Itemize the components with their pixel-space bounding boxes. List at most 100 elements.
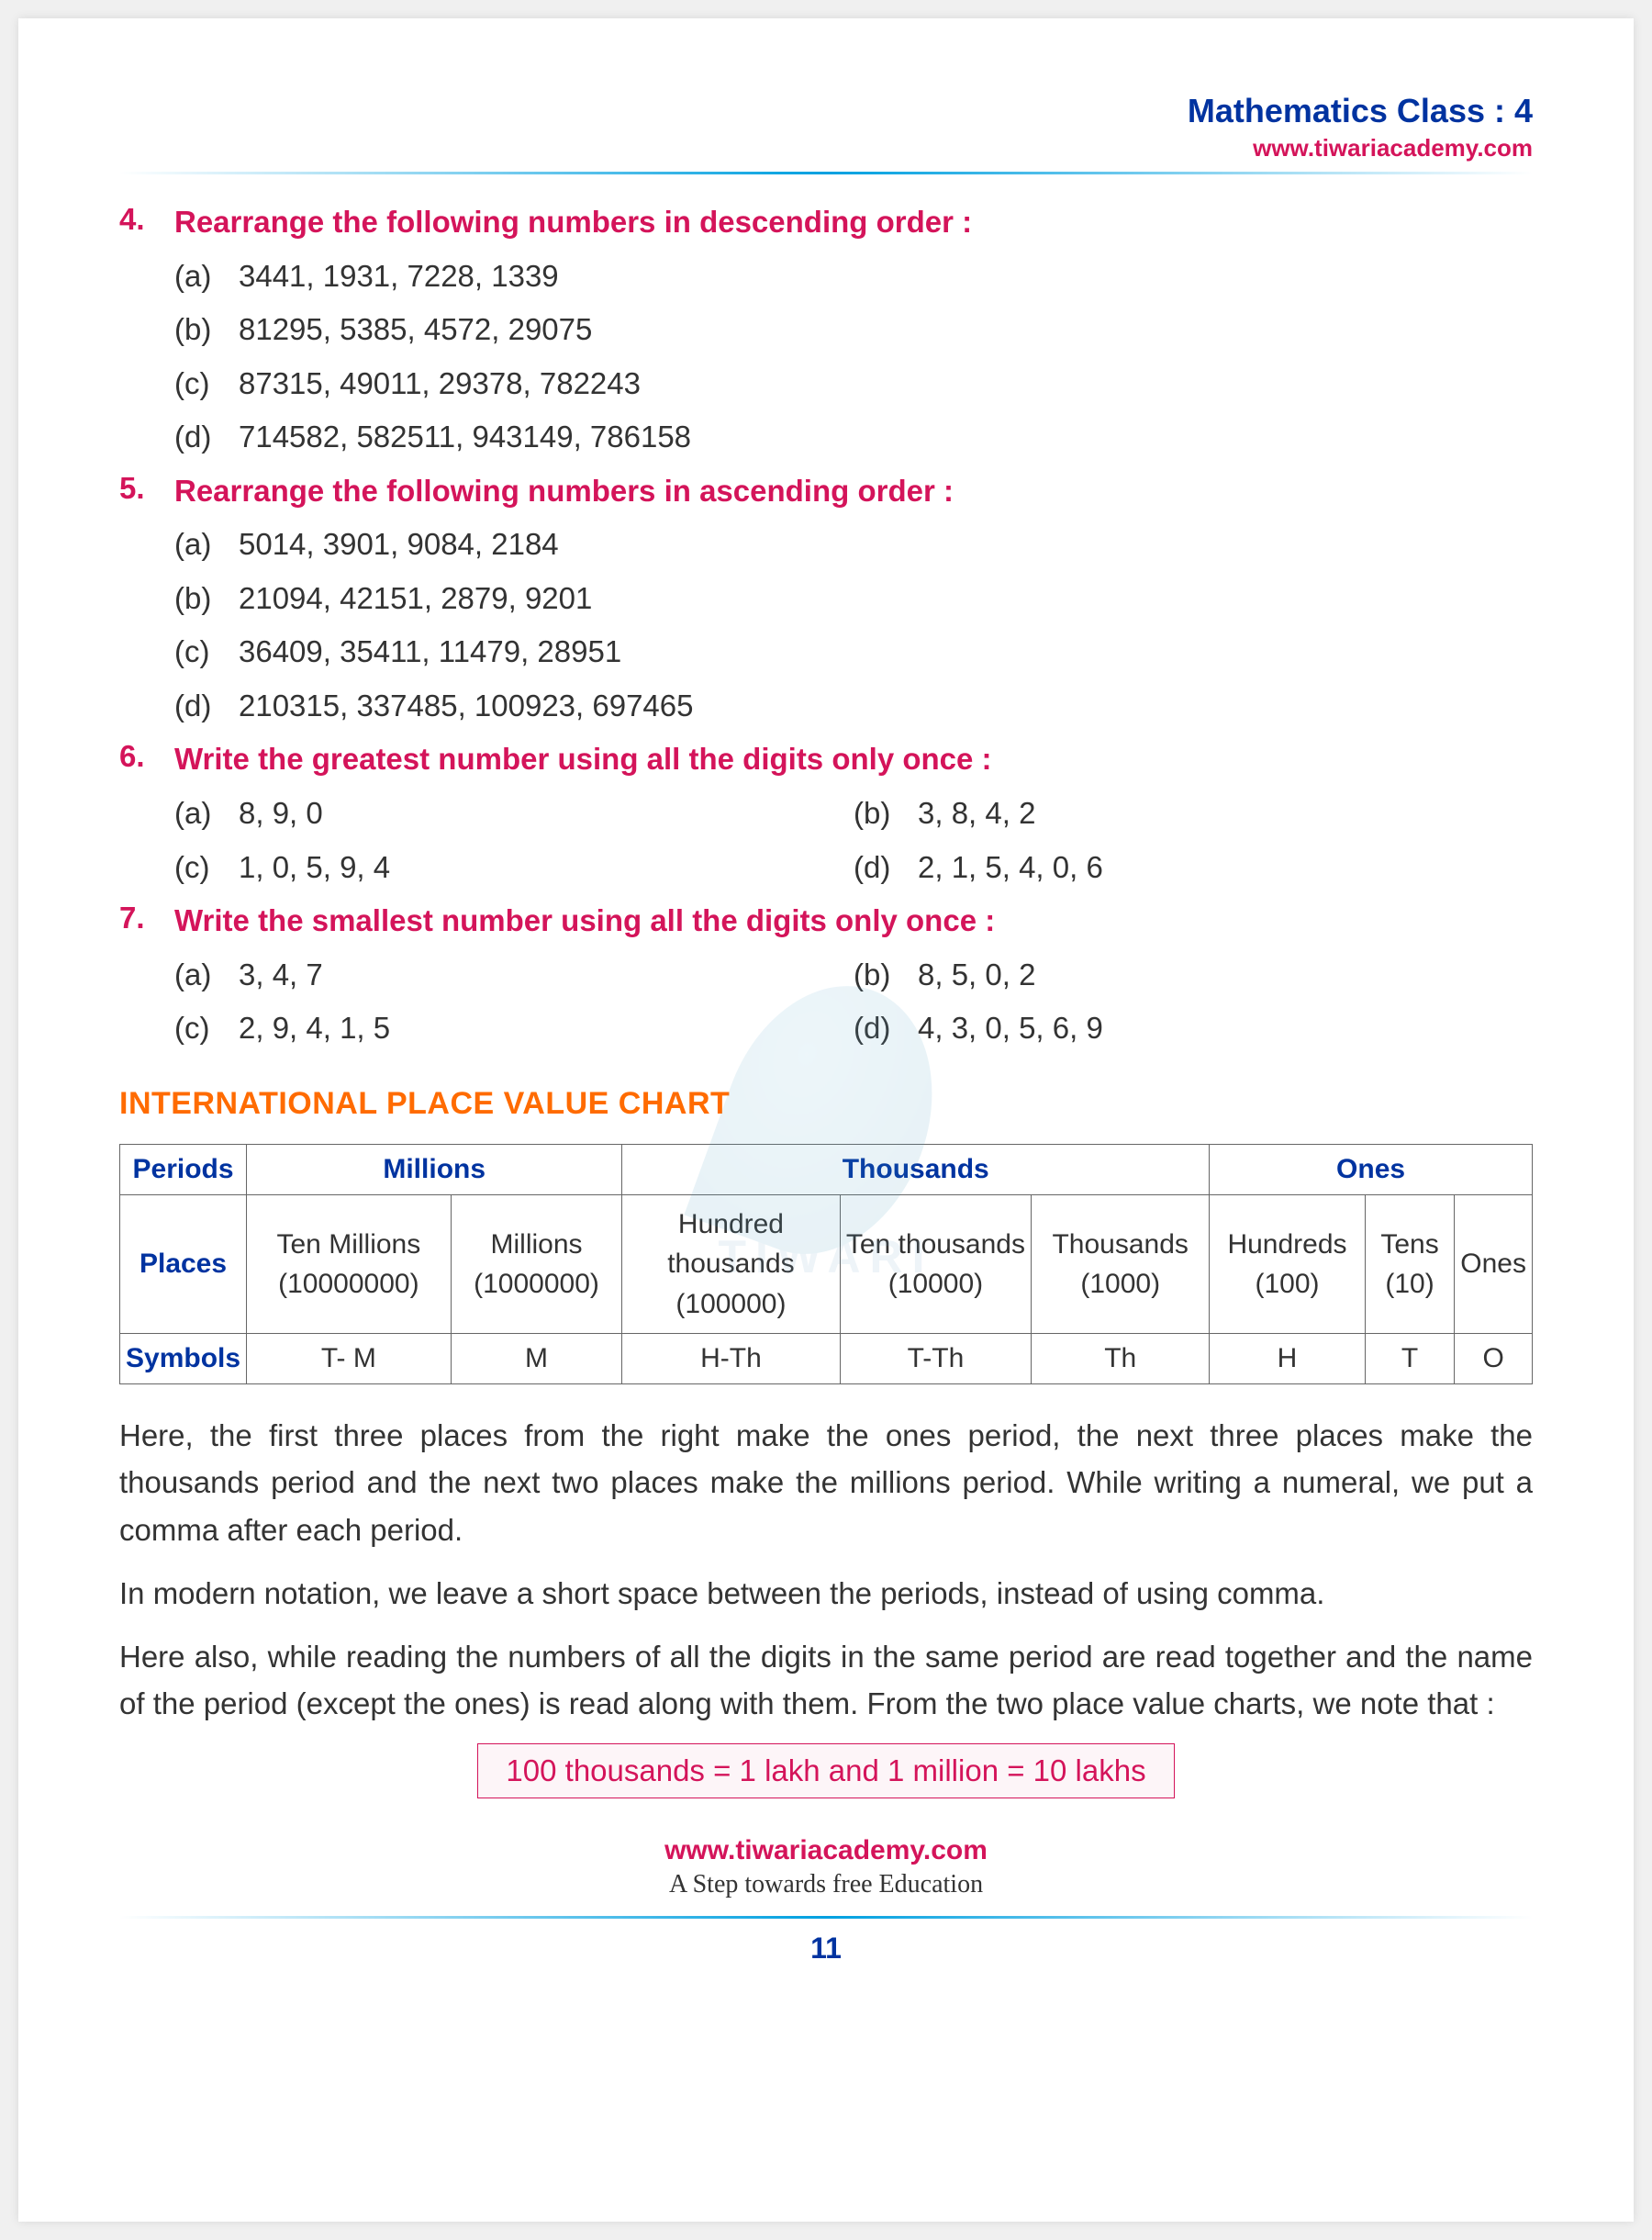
question-cell: (a)3, 4, 7 <box>174 955 854 996</box>
question-cell: (d)2, 1, 5, 4, 0, 6 <box>854 847 1533 889</box>
place-cell: Thousands (1000) <box>1032 1194 1210 1334</box>
question-item-label: (b) <box>854 955 918 996</box>
question-item-label: (c) <box>174 632 239 673</box>
page-header: Mathematics Class : 4 www.tiwariacademy.… <box>119 92 1533 162</box>
question-row: (a)3, 4, 7(b)8, 5, 0, 2 <box>119 955 1533 996</box>
period-thousands: Thousands <box>622 1144 1210 1194</box>
footer-tagline: A Step towards free Education <box>119 1870 1533 1899</box>
question-item-text: 8, 5, 0, 2 <box>918 955 1035 996</box>
period-millions: Millions <box>247 1144 622 1194</box>
question-number: 7. <box>119 901 174 935</box>
question-item: (c)87315, 49011, 29378, 782243 <box>119 364 1533 405</box>
question-item: (d)714582, 582511, 943149, 786158 <box>119 417 1533 458</box>
header-url: www.tiwariacademy.com <box>119 134 1533 162</box>
symbol-cell: O <box>1455 1334 1533 1384</box>
question-item-label: (a) <box>174 793 239 834</box>
question-item: (a)5014, 3901, 9084, 2184 <box>119 524 1533 566</box>
question-cell: (b)3, 8, 4, 2 <box>854 793 1533 834</box>
question-item-label: (d) <box>854 1008 918 1049</box>
place-cell: Tens (10) <box>1365 1194 1454 1334</box>
question-item-label: (b) <box>174 578 239 620</box>
question-title: Write the greatest number using all the … <box>174 739 992 780</box>
question-item-text: 8, 9, 0 <box>239 793 323 834</box>
symbol-cell: H-Th <box>622 1334 840 1384</box>
question-item-text: 1, 0, 5, 9, 4 <box>239 847 390 889</box>
question-item: (d)210315, 337485, 100923, 697465 <box>119 686 1533 727</box>
question-cell: (b)8, 5, 0, 2 <box>854 955 1533 996</box>
question-header: 6.Write the greatest number using all th… <box>119 739 1533 780</box>
place-cell: Ones <box>1455 1194 1533 1334</box>
note-box: 100 thousands = 1 lakh and 1 million = 1… <box>477 1743 1174 1798</box>
place-cell: Hundreds (100) <box>1210 1194 1366 1334</box>
question-title: Write the smallest number using all the … <box>174 901 995 942</box>
question-item-label: (b) <box>854 793 918 834</box>
symbol-cell: T- M <box>247 1334 452 1384</box>
question-cell: (a)8, 9, 0 <box>174 793 854 834</box>
question-item-text: 4, 3, 0, 5, 6, 9 <box>918 1008 1103 1049</box>
question-number: 5. <box>119 471 174 506</box>
question-title: Rearrange the following numbers in desce… <box>174 202 972 243</box>
symbol-cell: T-Th <box>840 1334 1032 1384</box>
table-row-symbols: Symbols T- M M H-Th T-Th Th H T O <box>120 1334 1533 1384</box>
question-item-text: 3441, 1931, 7228, 1339 <box>239 256 559 297</box>
question-item-label: (d) <box>854 847 918 889</box>
question-title: Rearrange the following numbers in ascen… <box>174 471 954 512</box>
question-item: (a)3441, 1931, 7228, 1339 <box>119 256 1533 297</box>
question-header: 4.Rearrange the following numbers in des… <box>119 202 1533 243</box>
questions-list: 4.Rearrange the following numbers in des… <box>119 202 1533 1049</box>
table-row-places: Places Ten Millions (10000000) Millions … <box>120 1194 1533 1334</box>
question-header: 7.Write the smallest number using all th… <box>119 901 1533 942</box>
question-row: (a)8, 9, 0(b)3, 8, 4, 2 <box>119 793 1533 834</box>
table-row-periods: Periods Millions Thousands Ones <box>120 1144 1533 1194</box>
question-item-text: 21094, 42151, 2879, 9201 <box>239 578 592 620</box>
question-item-text: 5014, 3901, 9084, 2184 <box>239 524 559 566</box>
question-item-text: 210315, 337485, 100923, 697465 <box>239 686 693 727</box>
question-row: (c)1, 0, 5, 9, 4 (d)2, 1, 5, 4, 0, 6 <box>119 847 1533 889</box>
question-item-text: 81295, 5385, 4572, 29075 <box>239 309 592 351</box>
question-number: 4. <box>119 202 174 237</box>
question-cell: (c)2, 9, 4, 1, 5 <box>174 1008 854 1049</box>
place-cell: Ten Millions (10000000) <box>247 1194 452 1334</box>
symbol-cell: T <box>1365 1334 1454 1384</box>
question-item-label: (c) <box>174 847 239 889</box>
symbol-cell: Th <box>1032 1334 1210 1384</box>
question-item-label: (c) <box>174 1008 239 1049</box>
question-number: 6. <box>119 739 174 774</box>
question-item-label: (a) <box>174 955 239 996</box>
question-row: (c)2, 9, 4, 1, 5(d)4, 3, 0, 5, 6, 9 <box>119 1008 1533 1049</box>
question-item-label: (d) <box>174 417 239 458</box>
question-cell: (d)4, 3, 0, 5, 6, 9 <box>854 1008 1533 1049</box>
period-ones: Ones <box>1210 1144 1533 1194</box>
question-item-label: (a) <box>174 524 239 566</box>
question: 4.Rearrange the following numbers in des… <box>119 202 1533 458</box>
question: 7.Write the smallest number using all th… <box>119 901 1533 1049</box>
page-footer: www.tiwariacademy.com A Step towards fre… <box>119 1835 1533 1966</box>
question-item-label: (b) <box>174 309 239 351</box>
question-item-label: (c) <box>174 364 239 405</box>
question-item-text: 2, 9, 4, 1, 5 <box>239 1008 390 1049</box>
body-paragraph: In modern notation, we leave a short spa… <box>119 1570 1533 1617</box>
question-item-label: (a) <box>174 256 239 297</box>
question-item: (c)36409, 35411, 11479, 28951 <box>119 632 1533 673</box>
footer-divider <box>119 1916 1533 1919</box>
footer-url: www.tiwariacademy.com <box>119 1835 1533 1866</box>
header-title: Mathematics Class : 4 <box>119 92 1533 130</box>
place-value-table: Periods Millions Thousands Ones Places T… <box>119 1144 1533 1385</box>
question-item: (b)21094, 42151, 2879, 9201 <box>119 578 1533 620</box>
question-item-text: 3, 4, 7 <box>239 955 323 996</box>
question-item-text: 87315, 49011, 29378, 782243 <box>239 364 641 405</box>
question: 6.Write the greatest number using all th… <box>119 739 1533 888</box>
question-item-label: (d) <box>174 686 239 727</box>
header-divider <box>119 172 1533 174</box>
section-title: INTERNATIONAL PLACE VALUE CHART <box>119 1086 1533 1122</box>
question-item-text: 3, 8, 4, 2 <box>918 793 1035 834</box>
row-label-symbols: Symbols <box>120 1334 247 1384</box>
body-paragraph: Here, the first three places from the ri… <box>119 1412 1533 1552</box>
question-item-text: 2, 1, 5, 4, 0, 6 <box>918 847 1103 889</box>
place-cell: Ten thousands (10000) <box>840 1194 1032 1334</box>
place-cell: Hundred thousands (100000) <box>622 1194 840 1334</box>
row-label-periods: Periods <box>120 1144 247 1194</box>
page-number: 11 <box>119 1932 1533 1966</box>
page: TIWARI Mathematics Class : 4 www.tiwaria… <box>18 18 1634 2222</box>
question: 5.Rearrange the following numbers in asc… <box>119 471 1533 727</box>
